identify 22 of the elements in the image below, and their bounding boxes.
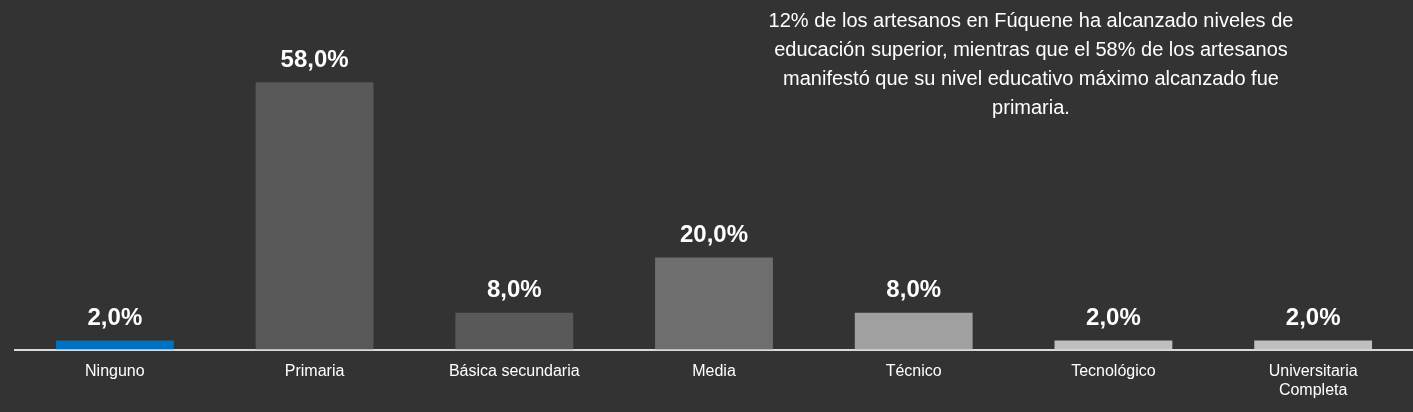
bar <box>1054 340 1173 350</box>
bar <box>55 340 174 350</box>
x-tick-label: Universitaria Completa <box>1268 361 1358 398</box>
x-tick-label: Media <box>692 361 736 379</box>
bar <box>455 312 574 350</box>
x-tick-label: Tecnológico <box>1071 361 1156 379</box>
data-label: 20,0% <box>679 220 749 248</box>
bar <box>1254 340 1373 350</box>
bar <box>255 82 374 350</box>
data-label: 8,0% <box>486 275 542 303</box>
x-tick-label: Ninguno <box>85 361 145 379</box>
annotation: 12% de los artesanos en Fúquene ha alcanzado niveles de educación superior, mientras que el 58% de los artesanos manifestó que su nivel educativo máximo alcanzado fue primaria. <box>767 8 1295 120</box>
data-label: 2,0% <box>1285 303 1341 331</box>
data-label: 58,0% <box>280 44 349 72</box>
x-tick-label: Técnico <box>885 361 942 379</box>
x-tick-label: Básica secundaria <box>448 361 580 379</box>
data-label: 2,0% <box>1086 303 1141 331</box>
data-label: 2,0% <box>87 303 143 331</box>
data-label: 8,0% <box>886 275 942 303</box>
bar <box>655 257 773 350</box>
bar <box>854 312 973 350</box>
x-tick-label: Primaria <box>284 361 345 379</box>
